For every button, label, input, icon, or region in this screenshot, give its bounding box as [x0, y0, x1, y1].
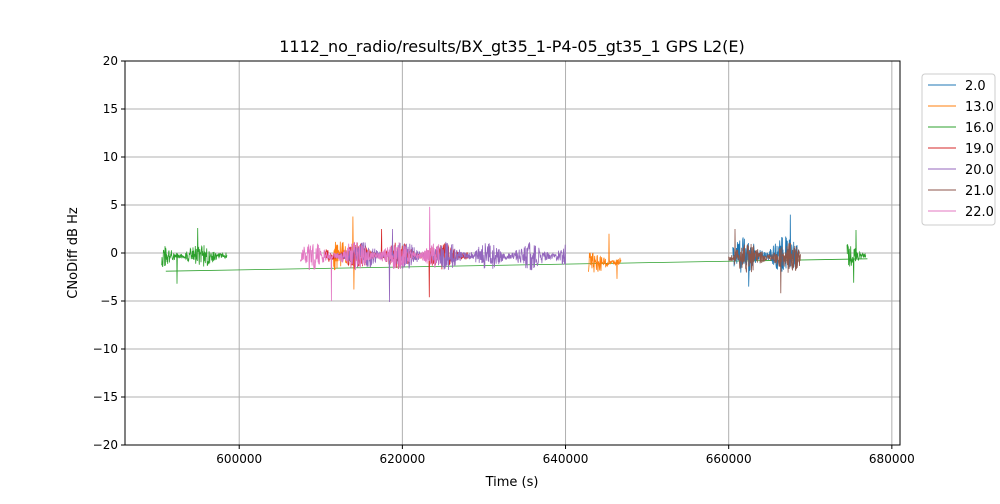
- plot-area: [161, 206, 868, 303]
- y-tick-label: −5: [100, 294, 118, 308]
- legend-label: 20.0: [965, 163, 994, 178]
- series-line-22-0: [300, 206, 440, 302]
- series-line-21-0: [728, 228, 801, 294]
- chart-title: 1112_no_radio/results/BX_gt35_1-P4-05_gt…: [279, 37, 744, 57]
- legend-label: 13.0: [965, 100, 994, 115]
- legend-label: 21.0: [965, 184, 994, 199]
- y-tick-label: −20: [93, 438, 118, 452]
- legend-label: 22.0: [965, 205, 994, 220]
- x-tick-label: 620000: [379, 452, 425, 466]
- y-axis-label: CNoDiff dB Hz: [66, 207, 81, 299]
- series-line-16-0: [846, 229, 867, 283]
- legend-label: 16.0: [965, 121, 994, 136]
- y-tick-label: 15: [103, 102, 118, 116]
- x-tick-label: 640000: [543, 452, 589, 466]
- legend-label: 19.0: [965, 142, 994, 157]
- y-tick-label: 10: [103, 150, 118, 164]
- series-line-13-0: [588, 233, 622, 279]
- legend-label: 2.0: [965, 79, 986, 94]
- y-tick-label: −15: [93, 390, 118, 404]
- legend: 2.0 13.0 16.0 19.0 20.0 21.0 22.0: [921, 73, 996, 226]
- axis-ticks: 600000 620000 640000 660000 680000 −20 −15 −10 −…: [93, 54, 915, 466]
- series-line-16-0: [161, 227, 228, 284]
- legend-box: [921, 73, 996, 226]
- x-axis-label: Time (s): [485, 475, 539, 490]
- x-tick-label: 660000: [706, 452, 752, 466]
- x-tick-label: 600000: [216, 452, 262, 466]
- y-tick-label: 20: [103, 54, 118, 68]
- y-tick-label: 5: [110, 198, 118, 212]
- y-tick-label: −10: [93, 342, 118, 356]
- y-tick-label: 0: [110, 246, 118, 260]
- x-tick-label: 680000: [869, 452, 915, 466]
- series-line-20-0: [336, 228, 566, 303]
- series-trend-line: [165, 258, 868, 272]
